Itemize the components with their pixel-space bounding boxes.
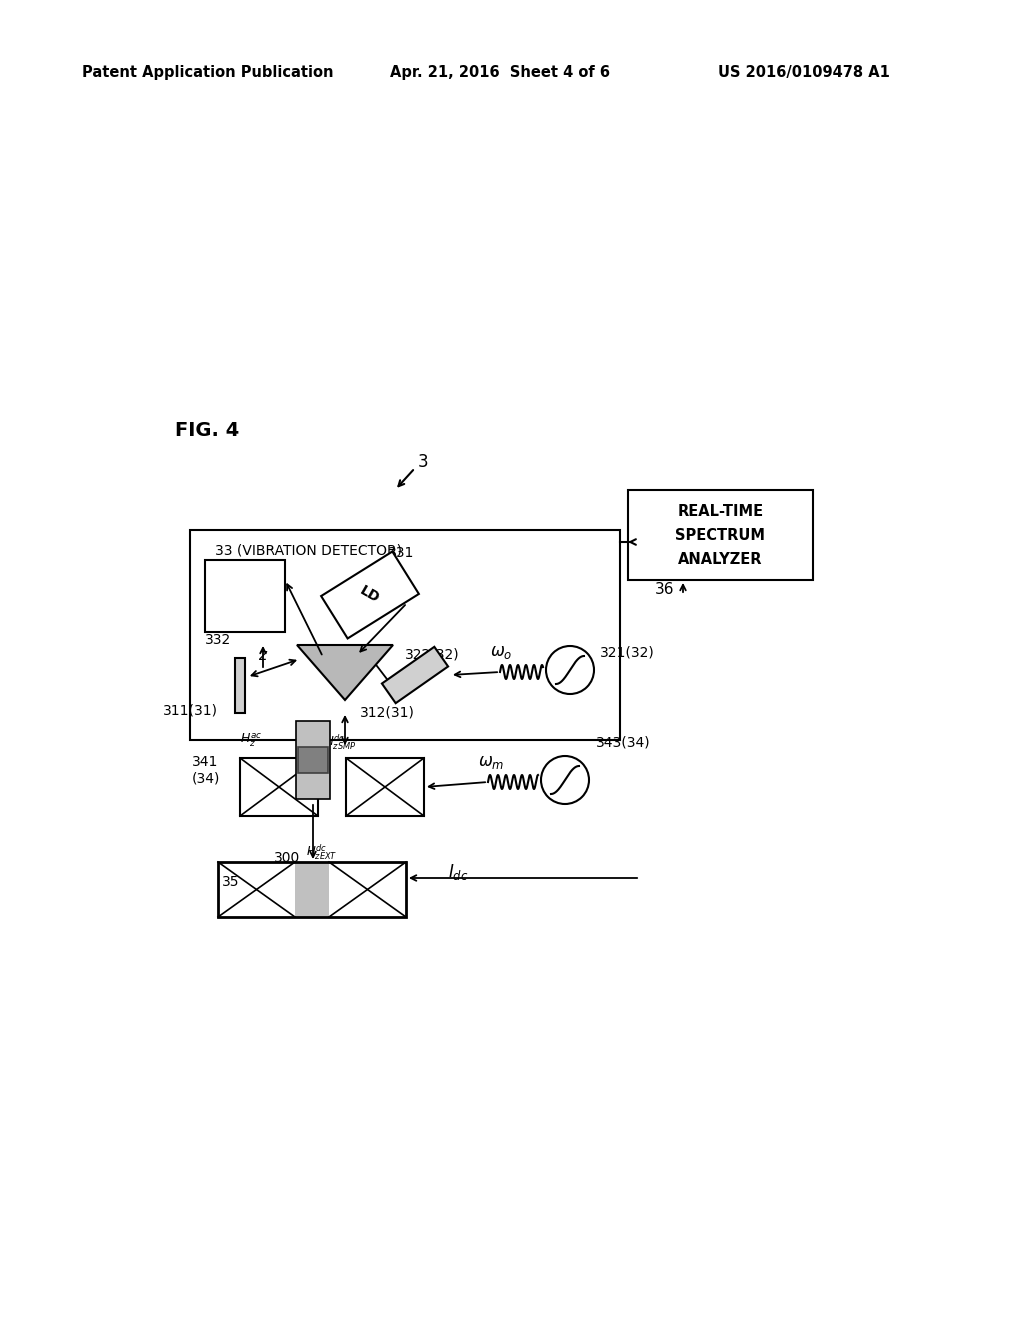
Text: 3: 3 bbox=[418, 453, 429, 471]
Text: $\omega_o$: $\omega_o$ bbox=[490, 643, 512, 661]
Polygon shape bbox=[297, 645, 393, 700]
Text: $\omega_m$: $\omega_m$ bbox=[478, 752, 505, 771]
Text: LD: LD bbox=[357, 583, 382, 606]
Bar bbox=[218, 862, 406, 917]
Text: Apr. 21, 2016  Sheet 4 of 6: Apr. 21, 2016 Sheet 4 of 6 bbox=[390, 65, 610, 79]
Text: 331: 331 bbox=[388, 546, 415, 560]
Bar bbox=[240, 758, 318, 816]
Text: PD: PD bbox=[231, 587, 259, 605]
Text: $H_{zSMP}^{dc}$: $H_{zSMP}^{dc}$ bbox=[324, 733, 356, 751]
Text: $H_{zEXT}^{dc}$: $H_{zEXT}^{dc}$ bbox=[306, 842, 338, 862]
Text: 332: 332 bbox=[205, 634, 231, 647]
Text: 341: 341 bbox=[193, 755, 218, 770]
Text: FIG. 4: FIG. 4 bbox=[175, 421, 240, 440]
Bar bbox=[296, 721, 330, 799]
Text: 322(32): 322(32) bbox=[406, 648, 460, 663]
Text: 321(32): 321(32) bbox=[600, 645, 654, 659]
Text: 300: 300 bbox=[274, 851, 300, 865]
Bar bbox=[190, 531, 620, 741]
Polygon shape bbox=[382, 647, 449, 704]
Bar bbox=[298, 747, 328, 774]
Bar bbox=[205, 560, 285, 632]
Text: $H_z^{ac}$: $H_z^{ac}$ bbox=[240, 731, 262, 748]
Text: $I_{dc}$: $I_{dc}$ bbox=[449, 862, 469, 882]
Text: Patent Application Publication: Patent Application Publication bbox=[82, 65, 334, 79]
Text: ANALYZER: ANALYZER bbox=[678, 553, 763, 568]
Text: US 2016/0109478 A1: US 2016/0109478 A1 bbox=[718, 65, 890, 79]
Polygon shape bbox=[234, 657, 245, 713]
Text: 35: 35 bbox=[222, 875, 240, 888]
Text: 311(31): 311(31) bbox=[163, 704, 218, 717]
Text: 343(34): 343(34) bbox=[596, 735, 650, 748]
Bar bbox=[628, 490, 813, 579]
Text: (34): (34) bbox=[193, 771, 220, 785]
Text: 36: 36 bbox=[655, 582, 675, 598]
Text: 312(31): 312(31) bbox=[360, 705, 415, 719]
Text: z: z bbox=[258, 648, 266, 663]
Text: REAL-TIME: REAL-TIME bbox=[678, 504, 764, 520]
Polygon shape bbox=[322, 552, 419, 639]
Bar bbox=[295, 862, 329, 917]
Text: SPECTRUM: SPECTRUM bbox=[676, 528, 766, 544]
Text: 33 (VIBRATION DETECTOR): 33 (VIBRATION DETECTOR) bbox=[215, 543, 402, 557]
Bar bbox=[346, 758, 424, 816]
Circle shape bbox=[541, 756, 589, 804]
Circle shape bbox=[546, 645, 594, 694]
